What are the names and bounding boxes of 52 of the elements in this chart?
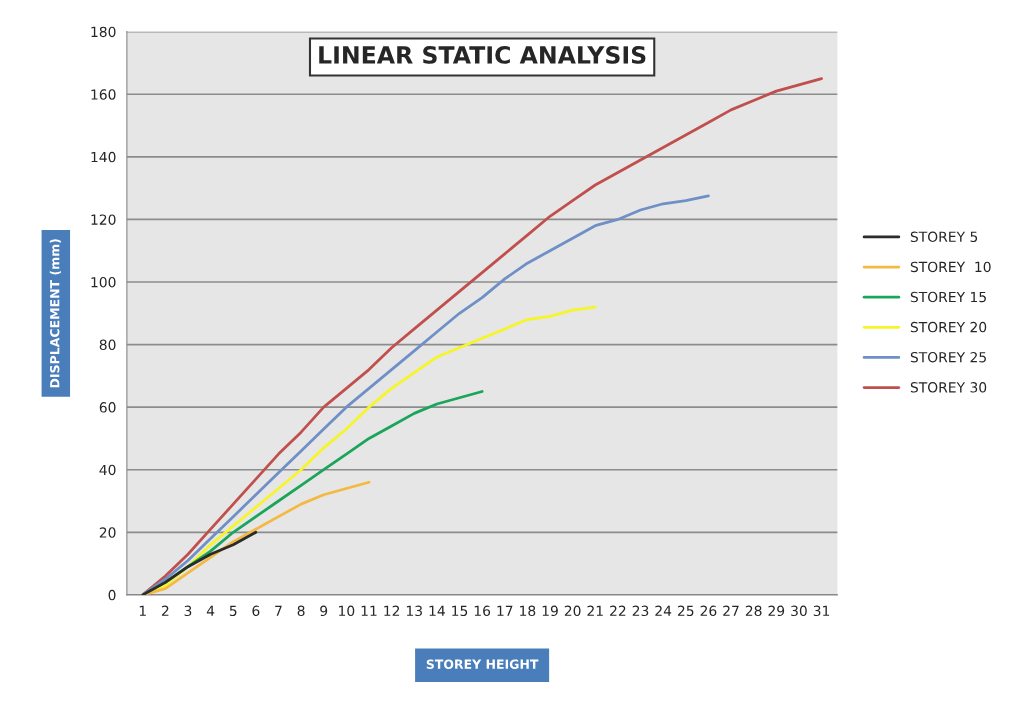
- legend-label: STOREY 5: [910, 231, 978, 243]
- chart-title: LINEAR STATIC ANALYSIS: [319, 46, 646, 64]
- legend-label: STOREY 25: [910, 351, 986, 363]
- y-tick-label: 180: [91, 26, 116, 38]
- x-tick-label: 14: [429, 605, 445, 616]
- y-tick-label: 60: [99, 402, 116, 413]
- x-tick-label: 1: [139, 605, 146, 616]
- x-tick-label: 25: [677, 605, 694, 617]
- x-tick-label: 8: [297, 605, 305, 617]
- x-tick-label: 31: [813, 605, 830, 617]
- y-tick-label: 160: [91, 89, 116, 100]
- line-series: [141, 77, 823, 595]
- y-tick-label: 140: [91, 151, 116, 163]
- x-tick-label: 2: [161, 605, 169, 616]
- x-tick-label: 30: [791, 605, 807, 617]
- x-tick-label: 22: [610, 605, 626, 616]
- y-tick-label: 80: [99, 339, 116, 351]
- x-tick-label: 21: [587, 605, 603, 616]
- x-tick-label: 6: [252, 605, 260, 617]
- x-tick-label: 28: [745, 605, 762, 617]
- x-tick-label: 7: [275, 605, 282, 616]
- x-tick-label: 5: [229, 605, 237, 617]
- legend-label: STOREY 20: [910, 321, 987, 333]
- x-tick-label: 27: [723, 605, 739, 616]
- y-tick-label: 0: [108, 589, 116, 601]
- x-tick-label: 18: [520, 605, 536, 617]
- y-tick-label: 120: [91, 214, 116, 225]
- x-tick-label: 24: [655, 605, 672, 616]
- legend-label: STOREY 30: [910, 382, 987, 393]
- x-axis-title: STOREY HEIGHT: [426, 659, 539, 669]
- x-tick-label: 10: [339, 605, 355, 617]
- x-tick-label: 20: [564, 605, 581, 617]
- y-axis-title: DISPLACEMENT (mm): [49, 239, 61, 388]
- x-tick-label: 17: [497, 605, 513, 616]
- x-tick-label: 15: [452, 605, 468, 617]
- legend-label: STOREY 10: [910, 261, 991, 273]
- x-tick-label: 19: [542, 605, 558, 617]
- y-tick-label: 100: [91, 276, 116, 288]
- y-tick-label: 40: [99, 464, 116, 476]
- x-tick-label: 23: [632, 605, 649, 617]
- x-tick-label: 16: [474, 605, 491, 617]
- x-tick-label: 3: [184, 605, 192, 617]
- legend-label: STOREY 15: [910, 291, 986, 303]
- y-tick-label: 20: [99, 527, 116, 538]
- x-tick-label: 29: [768, 605, 785, 617]
- x-tick-label: 26: [700, 605, 717, 617]
- x-tick-label: 13: [406, 605, 422, 617]
- line-series: [141, 530, 258, 595]
- x-tick-label: 12: [384, 605, 400, 616]
- x-tick-label: 11: [361, 605, 377, 616]
- x-tick-label: 4: [206, 605, 215, 616]
- x-tick-label: 9: [320, 605, 328, 617]
